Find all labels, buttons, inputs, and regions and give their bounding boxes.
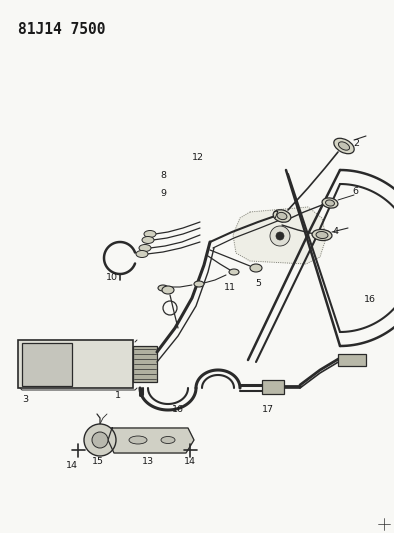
Circle shape [270, 226, 290, 246]
Text: 1: 1 [115, 391, 121, 400]
Text: 5: 5 [255, 279, 261, 287]
Text: 3: 3 [22, 395, 28, 405]
FancyBboxPatch shape [133, 346, 157, 382]
FancyBboxPatch shape [262, 380, 284, 394]
Polygon shape [108, 428, 194, 453]
Circle shape [276, 232, 284, 240]
Text: 11: 11 [224, 284, 236, 293]
Ellipse shape [158, 285, 168, 291]
FancyBboxPatch shape [338, 354, 366, 366]
Ellipse shape [312, 229, 332, 240]
Text: 16: 16 [172, 406, 184, 415]
Ellipse shape [129, 436, 147, 444]
Text: 8: 8 [160, 171, 166, 180]
Text: 14: 14 [66, 461, 78, 470]
Text: 17: 17 [262, 406, 274, 415]
Text: 13: 13 [142, 457, 154, 466]
Ellipse shape [277, 212, 287, 220]
Ellipse shape [338, 142, 349, 150]
Text: 14: 14 [184, 457, 196, 466]
Text: 9: 9 [160, 190, 166, 198]
Ellipse shape [194, 281, 204, 287]
Ellipse shape [144, 230, 156, 238]
Ellipse shape [139, 245, 151, 252]
Text: 4: 4 [333, 228, 339, 237]
Ellipse shape [325, 200, 335, 206]
Text: 10: 10 [106, 273, 118, 282]
FancyBboxPatch shape [22, 343, 72, 386]
Ellipse shape [273, 210, 291, 222]
FancyBboxPatch shape [18, 340, 133, 388]
Ellipse shape [322, 198, 338, 208]
Ellipse shape [229, 269, 239, 275]
Text: 12: 12 [192, 154, 204, 163]
Text: 81J14 7500: 81J14 7500 [18, 22, 105, 37]
Ellipse shape [142, 237, 154, 244]
Text: 2: 2 [353, 139, 359, 148]
Text: 6: 6 [352, 188, 358, 197]
Ellipse shape [162, 286, 174, 294]
Text: 15: 15 [92, 457, 104, 466]
Ellipse shape [316, 231, 328, 239]
Circle shape [84, 424, 116, 456]
Text: 16: 16 [364, 295, 376, 304]
Ellipse shape [250, 264, 262, 272]
Ellipse shape [161, 437, 175, 443]
Text: 7: 7 [272, 211, 278, 220]
Ellipse shape [334, 138, 354, 154]
Polygon shape [233, 207, 326, 264]
Circle shape [92, 432, 108, 448]
Ellipse shape [136, 251, 148, 257]
